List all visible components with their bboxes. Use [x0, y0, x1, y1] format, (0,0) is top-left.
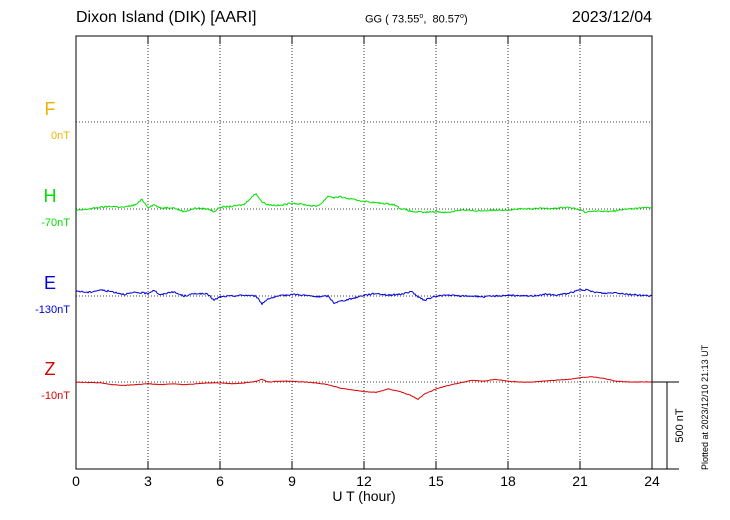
x-axis-label: U T (hour) [332, 488, 395, 504]
station-title: Dixon Island (DIK) [AARI] [76, 9, 257, 26]
series-line-h [75, 192, 653, 214]
x-axis-ticks: 0 3 6 9 12 15 18 21 24 [72, 36, 660, 489]
scale-bar: 500 nT [652, 381, 686, 470]
channel-label-f: F [45, 99, 56, 119]
series-line-z [75, 376, 653, 400]
geographic-coordinates: GG ( 73.55o, 80.57o) [365, 13, 468, 26]
channel-labels: F 0nT H -70nT E -130nT Z -10nT [35, 99, 70, 402]
x-tick-label: 21 [572, 473, 588, 489]
scale-bar-label: 500 nT [674, 408, 686, 443]
x-tick-label: 18 [500, 473, 516, 489]
x-tick-label: 6 [216, 473, 224, 489]
x-tick-label: 9 [288, 473, 296, 489]
x-tick-label: 24 [644, 473, 660, 489]
plot-date: 2023/12/04 [571, 9, 652, 26]
channel-baseline-h: -70nT [41, 217, 70, 229]
series-line-e [75, 288, 653, 306]
channel-label-h: H [44, 186, 57, 206]
channel-baseline-e: -130nT [35, 304, 70, 316]
channel-baseline-f: 0nT [51, 130, 70, 142]
x-tick-label: 3 [144, 473, 152, 489]
series-lines [75, 192, 653, 400]
x-tick-label: 12 [356, 473, 372, 489]
x-tick-label: 0 [72, 473, 80, 489]
channel-label-e: E [44, 273, 56, 293]
channel-label-z: Z [45, 359, 56, 379]
vertical-grid [147, 36, 581, 469]
x-tick-label: 15 [428, 473, 444, 489]
channel-baseline-z: -10nT [41, 390, 70, 402]
